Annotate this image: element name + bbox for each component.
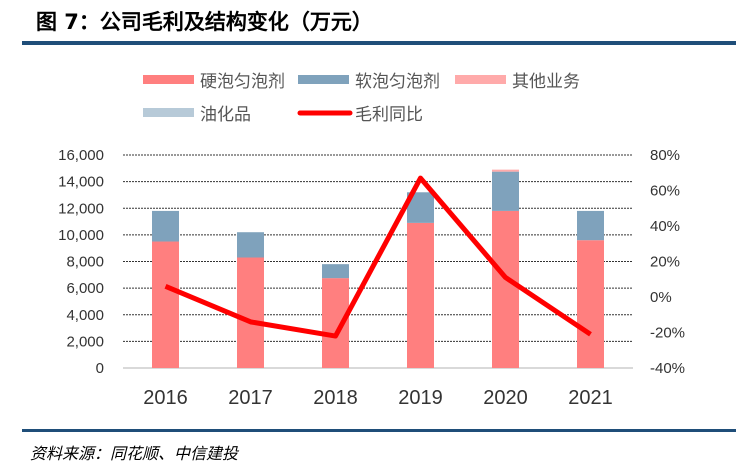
y-tick-label: 12,000 [58, 200, 104, 217]
legend-label: 毛利同比 [355, 105, 423, 124]
title-rule [22, 41, 736, 45]
x-tick-label: 2019 [398, 387, 443, 409]
x-tick-label: 2017 [228, 387, 273, 409]
bar-2021 [577, 240, 604, 368]
y-tick-label: 16,000 [58, 147, 104, 164]
legend-swatch [298, 75, 349, 84]
figure-title: 图 7：公司毛利及结构变化（万元） [36, 10, 373, 34]
bar-2017 [237, 257, 264, 368]
legend-swatch [143, 75, 194, 84]
legend-label: 其他业务 [512, 72, 580, 91]
bar-2016 [152, 241, 179, 368]
y2-tick-label: 60% [650, 183, 680, 200]
y-tick-label: 2,000 [66, 333, 104, 350]
x-tick-label: 2021 [568, 387, 613, 409]
bar-2020 [492, 171, 519, 211]
x-tick-label: 2016 [143, 387, 188, 409]
bar-2020 [492, 210, 519, 368]
y-tick-label: 4,000 [66, 307, 104, 324]
y2-tick-label: -20% [650, 325, 685, 342]
y2-tick-label: 0% [650, 289, 672, 306]
y-tick-label: 14,000 [58, 174, 104, 191]
y-tick-label: 6,000 [66, 280, 104, 297]
x-tick-label: 2020 [483, 387, 528, 409]
legend-label: 硬泡匀泡剂 [200, 72, 285, 91]
y2-tick-label: 80% [650, 147, 680, 164]
y2-tick-label: -40% [650, 360, 685, 377]
bar-2020 [492, 169, 519, 172]
source-note: 资料来源：同花顺、中信建投 [30, 444, 239, 463]
y2-tick-label: 20% [650, 254, 680, 271]
bar-2019 [407, 222, 434, 368]
y-tick-label: 0 [96, 360, 104, 377]
legend-swatch [143, 108, 194, 117]
legend-swatch [455, 75, 506, 84]
yoy-line [164, 175, 592, 339]
y-tick-label: 10,000 [58, 227, 104, 244]
y-tick-label: 8,000 [66, 254, 104, 271]
bar-2017 [237, 232, 264, 258]
bar-2021 [577, 210, 604, 241]
bar-2016 [152, 210, 179, 242]
y2-tick-label: 40% [650, 218, 680, 235]
bottom-rule [22, 429, 736, 432]
bar-2018 [322, 264, 349, 279]
x-tick-label: 2018 [313, 387, 358, 409]
legend-label: 油化品 [200, 105, 251, 124]
legend-label: 软泡匀泡剂 [355, 72, 440, 91]
